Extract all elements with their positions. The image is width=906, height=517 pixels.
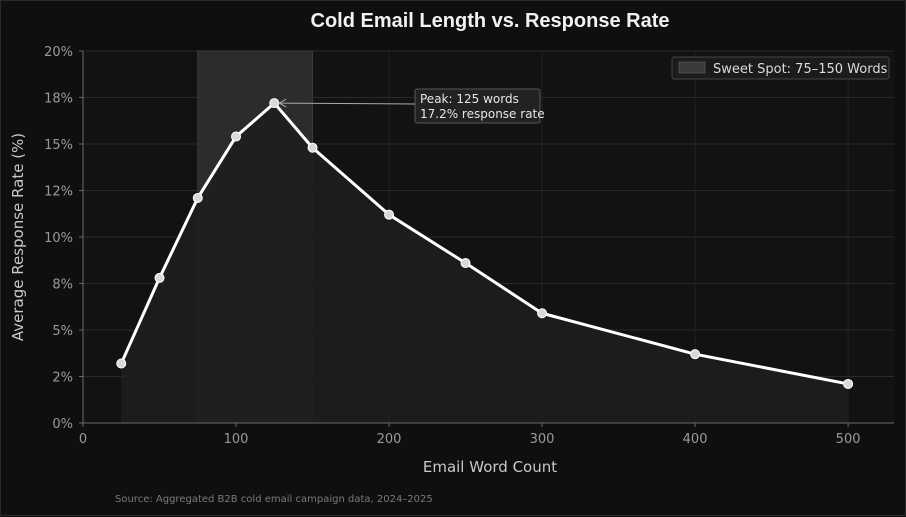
data-point [269, 98, 280, 109]
x-tick-label: 300 [530, 432, 555, 447]
y-tick-label: 2% [52, 371, 73, 386]
legend: Sweet Spot: 75–150 Words [671, 56, 890, 80]
data-point [384, 209, 395, 220]
data-point [116, 358, 127, 369]
x-tick-label: 500 [836, 432, 861, 447]
annotation-line-2: 17.2% response rate [420, 107, 545, 121]
legend-box [671, 56, 890, 80]
annotation-arrow [279, 102, 416, 105]
y-tick-label: 15% [44, 138, 73, 153]
y-tick-label: 0% [52, 417, 73, 432]
peak-annotation: Peak: 125 words 17.2% response rate [278, 88, 545, 124]
y-tick-label: 20% [44, 45, 73, 60]
y-tick-label: 12% [44, 185, 73, 200]
data-point [843, 378, 854, 389]
y-tick-label: 18% [44, 92, 73, 107]
data-point [690, 349, 701, 360]
data-point [231, 131, 242, 142]
x-axis-label: Email Word Count [423, 458, 557, 476]
legend-label: Sweet Spot: 75–150 Words [713, 62, 888, 77]
x-tick-label: 0 [79, 432, 87, 447]
annotation-arrowhead [278, 98, 287, 108]
y-tick-label: 5% [52, 324, 73, 339]
data-points [116, 98, 854, 389]
data-point [537, 308, 548, 319]
source-note: Source: Aggregated B2B cold email campai… [115, 494, 433, 505]
chart-title: Cold Email Length vs. Response Rate [311, 10, 670, 32]
data-point [307, 142, 318, 153]
area-under-line [121, 103, 849, 423]
data-point [154, 272, 165, 283]
legend-swatch [678, 61, 706, 74]
x-tick-label: 100 [224, 432, 249, 447]
y-tick-label: 8% [52, 278, 73, 293]
annotation-line-1: Peak: 125 words [420, 92, 519, 106]
x-tick-label: 200 [377, 432, 402, 447]
y-axis-label: Average Response Rate (%) [9, 133, 27, 341]
y-tick-label: 10% [44, 231, 73, 246]
annotation-box [414, 88, 541, 124]
data-point [460, 258, 471, 269]
data-point [192, 192, 203, 203]
area-fill [121, 103, 849, 423]
tick-labels: 0% 2% 5% 8% 10% 12% 15% 18% 20% 0 100 200 300 400 500 [44, 45, 860, 447]
x-tick-label: 400 [683, 432, 708, 447]
